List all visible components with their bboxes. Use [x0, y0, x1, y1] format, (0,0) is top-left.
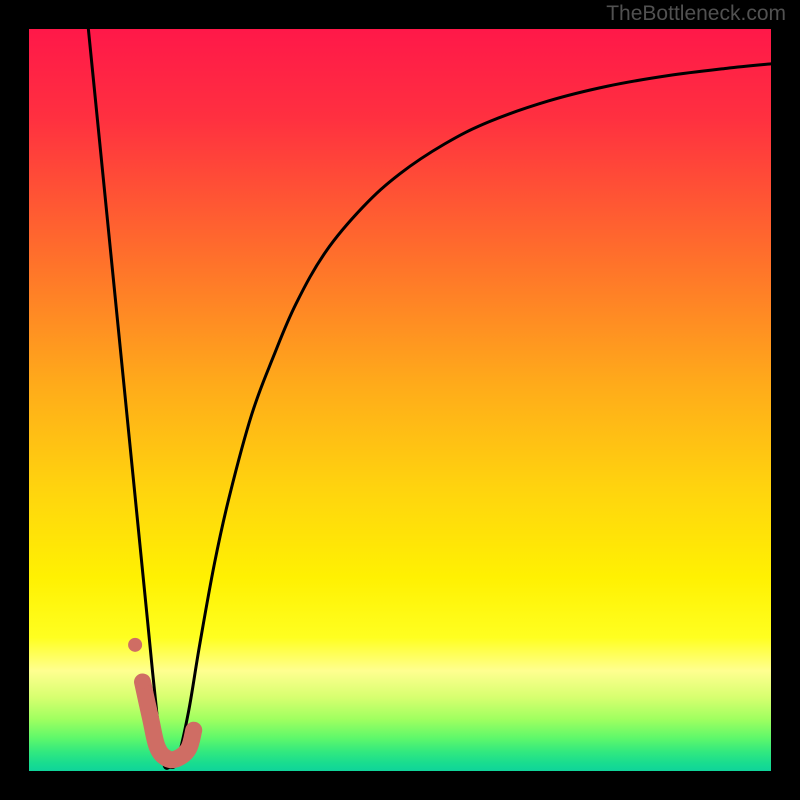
chart-container: TheBottleneck.com — [0, 0, 800, 800]
plot-gradient-background — [29, 29, 771, 771]
bottleneck-chart — [0, 0, 800, 800]
marker-dot — [136, 675, 150, 689]
marker-dot — [128, 638, 142, 652]
